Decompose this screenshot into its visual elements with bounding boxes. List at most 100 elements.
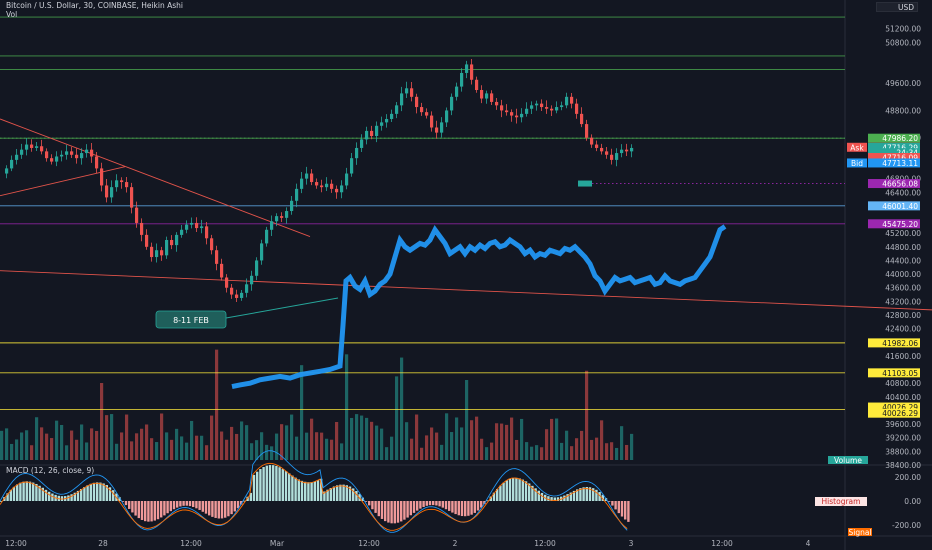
price-tick-label: 45200.00 — [885, 229, 921, 238]
macd-histogram-bar — [217, 501, 220, 519]
volume-bar — [300, 365, 304, 460]
macd-histogram-bar — [25, 481, 28, 501]
price-tag-label: 46656.08 — [882, 180, 918, 189]
price-tick-label: 51200.00 — [885, 25, 921, 34]
macd-histogram-bar — [508, 478, 512, 501]
macd-histogram-bar — [249, 492, 252, 501]
macd-histogram-bar — [454, 501, 457, 515]
candle — [590, 137, 594, 145]
volume-bar — [315, 432, 319, 460]
annotation-box[interactable] — [155, 310, 227, 329]
macd-histogram-bar — [128, 501, 131, 509]
macd-histogram-bar — [550, 497, 553, 501]
candle — [460, 72, 464, 87]
volume-bar — [605, 443, 609, 460]
price-tag[interactable] — [868, 158, 920, 168]
macd-histogram-bar — [617, 501, 620, 514]
candle — [210, 238, 214, 251]
candle — [435, 127, 439, 133]
price-tag[interactable] — [868, 408, 920, 418]
trendline[interactable] — [0, 118, 311, 238]
macd-histogram-bar — [409, 501, 412, 516]
price-tag-label: 45475.20 — [882, 220, 918, 229]
time-tick-label: 2 — [453, 539, 458, 548]
candle — [425, 112, 429, 116]
candle — [150, 246, 154, 258]
volume-bar — [575, 438, 579, 460]
signal-tag — [848, 528, 872, 536]
annotation-connector — [225, 297, 339, 319]
macd-histogram-bar — [595, 489, 598, 501]
price-tag[interactable] — [868, 338, 920, 348]
candle — [540, 103, 544, 108]
price-tag[interactable] — [868, 219, 920, 229]
price-tick-label: 38400.00 — [885, 461, 921, 470]
volume-bar — [80, 424, 84, 460]
volume-bar — [95, 430, 99, 460]
price-tag[interactable] — [868, 402, 920, 412]
price-tag[interactable] — [868, 153, 920, 162]
candle — [400, 93, 404, 106]
price-tag-label: 41982.06 — [882, 339, 918, 348]
candle — [60, 154, 64, 157]
volume-bar — [110, 414, 114, 460]
price-tick-label: 39200.00 — [885, 434, 921, 443]
macd-histogram-bar — [80, 488, 83, 501]
currency-badge[interactable]: USD — [876, 2, 918, 12]
macd-histogram-bar — [41, 487, 44, 501]
volume-bar — [615, 447, 619, 460]
macd-histogram-bar — [582, 487, 585, 501]
volume-bar — [365, 417, 369, 460]
macd-histogram-bar — [537, 490, 540, 501]
macd-histogram-bar — [224, 501, 227, 518]
macd-histogram-bar — [198, 501, 201, 510]
candle — [230, 287, 234, 295]
volume-bar — [460, 427, 464, 460]
macd-histogram-bar — [380, 501, 384, 519]
trendline[interactable] — [0, 166, 126, 197]
macd-histogram-bar — [160, 501, 163, 518]
macd-histogram-bar — [492, 492, 496, 501]
candle — [165, 240, 169, 256]
price-tag[interactable] — [868, 148, 920, 158]
candle — [255, 260, 259, 276]
price-tag-label: 47986.20 — [882, 134, 918, 143]
macd-histogram-bar — [457, 501, 460, 516]
price-tick-label: 48800.00 — [885, 106, 921, 115]
volume-bar — [370, 421, 374, 460]
volume-bar — [480, 438, 484, 460]
candle — [390, 113, 394, 119]
price-tag[interactable] — [868, 133, 920, 143]
macd-histogram-bar — [211, 501, 214, 517]
macd-histogram-bar — [620, 501, 624, 517]
volume-bar — [375, 425, 379, 460]
overlay-series-line[interactable] — [231, 224, 727, 390]
candle — [555, 107, 559, 111]
candle — [225, 277, 229, 288]
volume-bar — [5, 428, 9, 460]
volume-bar — [355, 414, 359, 460]
volume-bar — [255, 440, 259, 460]
price-tag[interactable] — [868, 142, 920, 152]
price-tag[interactable] — [868, 368, 920, 378]
candle — [535, 103, 539, 106]
price-tag-label: 47713.11 — [882, 159, 918, 168]
trendline[interactable] — [0, 270, 932, 311]
price-tick-label: 43200.00 — [885, 297, 921, 306]
price-tag[interactable] — [868, 201, 920, 211]
price-tag[interactable] — [868, 179, 920, 189]
candle — [155, 250, 159, 258]
volume-bar — [65, 445, 69, 460]
macd-histogram-bar — [99, 482, 102, 501]
volume-bar — [105, 415, 109, 460]
macd-histogram-bar — [336, 485, 339, 501]
volume-bar — [395, 376, 399, 460]
candle — [170, 240, 174, 246]
volume-bar — [30, 445, 34, 460]
volume-bar — [330, 439, 334, 460]
volume-bar — [580, 430, 584, 460]
volume-bar — [565, 430, 569, 460]
volume-bar — [595, 437, 599, 460]
time-tick-label: 3 — [629, 539, 634, 548]
